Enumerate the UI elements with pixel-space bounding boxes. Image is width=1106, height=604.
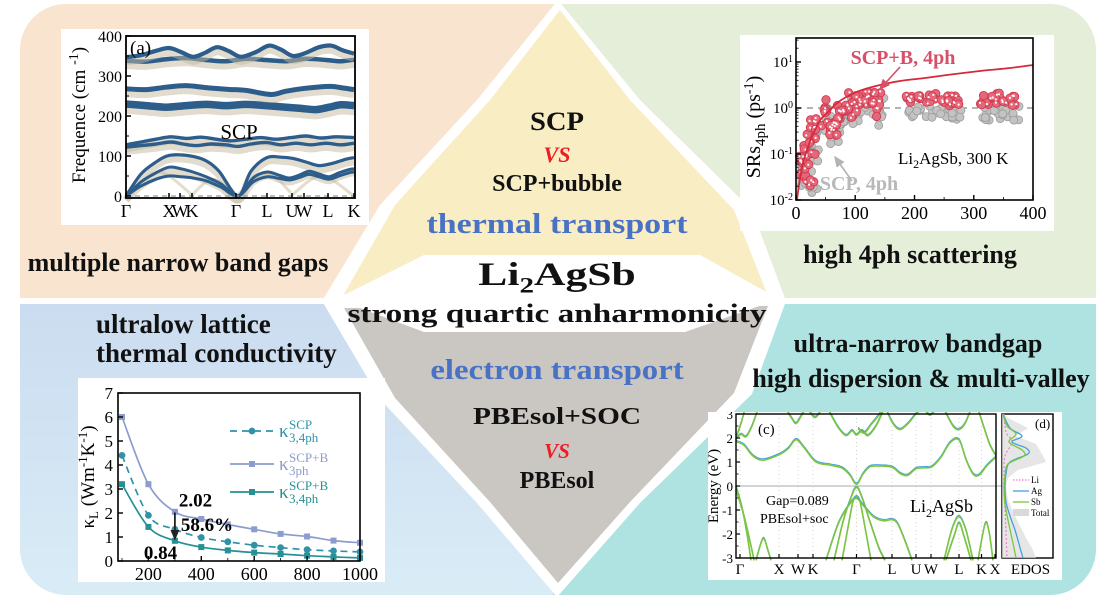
svg-text:Γ: Γ (736, 562, 745, 578)
svg-text:κ: κ (279, 482, 289, 503)
svg-text:X: X (990, 562, 1001, 578)
svg-text:-1: -1 (722, 503, 733, 518)
svg-text:Li: Li (1031, 475, 1039, 485)
svg-text:SCP, 4ph: SCP, 4ph (820, 173, 898, 195)
svg-text:SCP+B, 4ph: SCP+B, 4ph (851, 47, 956, 69)
svg-text:κL (Wm-1K-1): κL (Wm-1K-1) (78, 425, 101, 528)
svg-text:PBEsol+soc: PBEsol+soc (760, 512, 829, 527)
svg-text:Γ: Γ (121, 201, 131, 221)
svg-text:2: 2 (727, 431, 734, 446)
svg-text:U: U (286, 201, 299, 221)
svg-text:κ: κ (279, 454, 289, 475)
svg-text:58.6%: 58.6% (181, 515, 233, 536)
svg-text:Γ: Γ (852, 562, 861, 578)
svg-text:W: W (296, 201, 313, 221)
svg-text:600: 600 (241, 564, 268, 582)
svg-text:(a): (a) (130, 38, 151, 59)
svg-text:400: 400 (1020, 203, 1047, 223)
svg-text:κ: κ (279, 421, 289, 442)
svg-text:W: W (172, 201, 189, 221)
svg-text:3: 3 (105, 480, 114, 499)
svg-text:W: W (924, 562, 939, 578)
svg-text:3: 3 (727, 412, 734, 422)
svg-text:6: 6 (105, 408, 114, 427)
svg-text:400: 400 (98, 29, 122, 46)
svg-text:SCP+B: SCP+B (289, 478, 328, 493)
svg-text:K: K (186, 201, 199, 221)
svg-text:2: 2 (105, 504, 114, 523)
svg-text:Ag: Ag (1031, 486, 1042, 496)
svg-text:SCP+B: SCP+B (289, 450, 328, 465)
svg-text:3ph: 3ph (289, 463, 309, 478)
svg-text:300: 300 (960, 203, 987, 223)
svg-text:(c): (c) (758, 422, 775, 438)
svg-text:5: 5 (105, 432, 114, 451)
svg-text:1: 1 (727, 455, 734, 470)
svg-text:0: 0 (727, 479, 734, 494)
svg-text:800: 800 (294, 564, 321, 582)
svg-text:-3: -3 (722, 551, 733, 566)
svg-text:K: K (348, 201, 361, 221)
svg-text:W: W (791, 562, 806, 578)
svg-text:-2: -2 (722, 527, 733, 542)
svg-text:Li2AgSb, 300 K: Li2AgSb, 300 K (898, 149, 1009, 171)
svg-text:L: L (954, 562, 963, 578)
svg-text:0: 0 (105, 552, 114, 571)
svg-text:4: 4 (105, 456, 114, 475)
svg-text:0: 0 (792, 203, 801, 223)
svg-text:X: X (774, 562, 785, 578)
svg-text:7: 7 (105, 384, 114, 403)
svg-text:Energy (eV): Energy (eV) (708, 449, 722, 523)
svg-text:SCP: SCP (289, 417, 312, 432)
svg-text:X: X (163, 201, 176, 221)
svg-text:3,4ph: 3,4ph (289, 430, 319, 445)
svg-text:200: 200 (135, 564, 162, 582)
svg-text:K: K (808, 562, 819, 578)
svg-text:Gap=0.089: Gap=0.089 (766, 494, 829, 509)
svg-text:Total: Total (1031, 508, 1050, 518)
svg-text:200: 200 (901, 203, 928, 223)
svg-text:300: 300 (98, 69, 122, 86)
svg-text:0.84: 0.84 (144, 543, 178, 564)
svg-text:3,4ph: 3,4ph (289, 491, 319, 506)
svg-text:SCP: SCP (220, 120, 257, 144)
svg-text:K: K (976, 562, 987, 578)
svg-text:EDOS: EDOS (1011, 562, 1050, 578)
svg-text:1: 1 (105, 528, 114, 547)
svg-text:100: 100 (842, 203, 869, 223)
svg-text:Γ: Γ (231, 201, 241, 221)
svg-text:2.02: 2.02 (179, 491, 212, 512)
svg-text:L: L (262, 201, 273, 221)
svg-text:(d): (d) (1035, 416, 1050, 431)
svg-text:200: 200 (98, 109, 122, 126)
svg-text:L: L (887, 562, 896, 578)
svg-text:100: 100 (98, 149, 122, 166)
svg-text:Frequence (cm -1): Frequence (cm -1) (67, 47, 91, 183)
svg-text:0: 0 (114, 189, 122, 206)
svg-text:L: L (323, 201, 334, 221)
svg-text:U: U (911, 562, 922, 578)
svg-text:1000: 1000 (342, 564, 378, 582)
svg-text:Sb: Sb (1031, 497, 1041, 507)
svg-text:400: 400 (188, 564, 215, 582)
